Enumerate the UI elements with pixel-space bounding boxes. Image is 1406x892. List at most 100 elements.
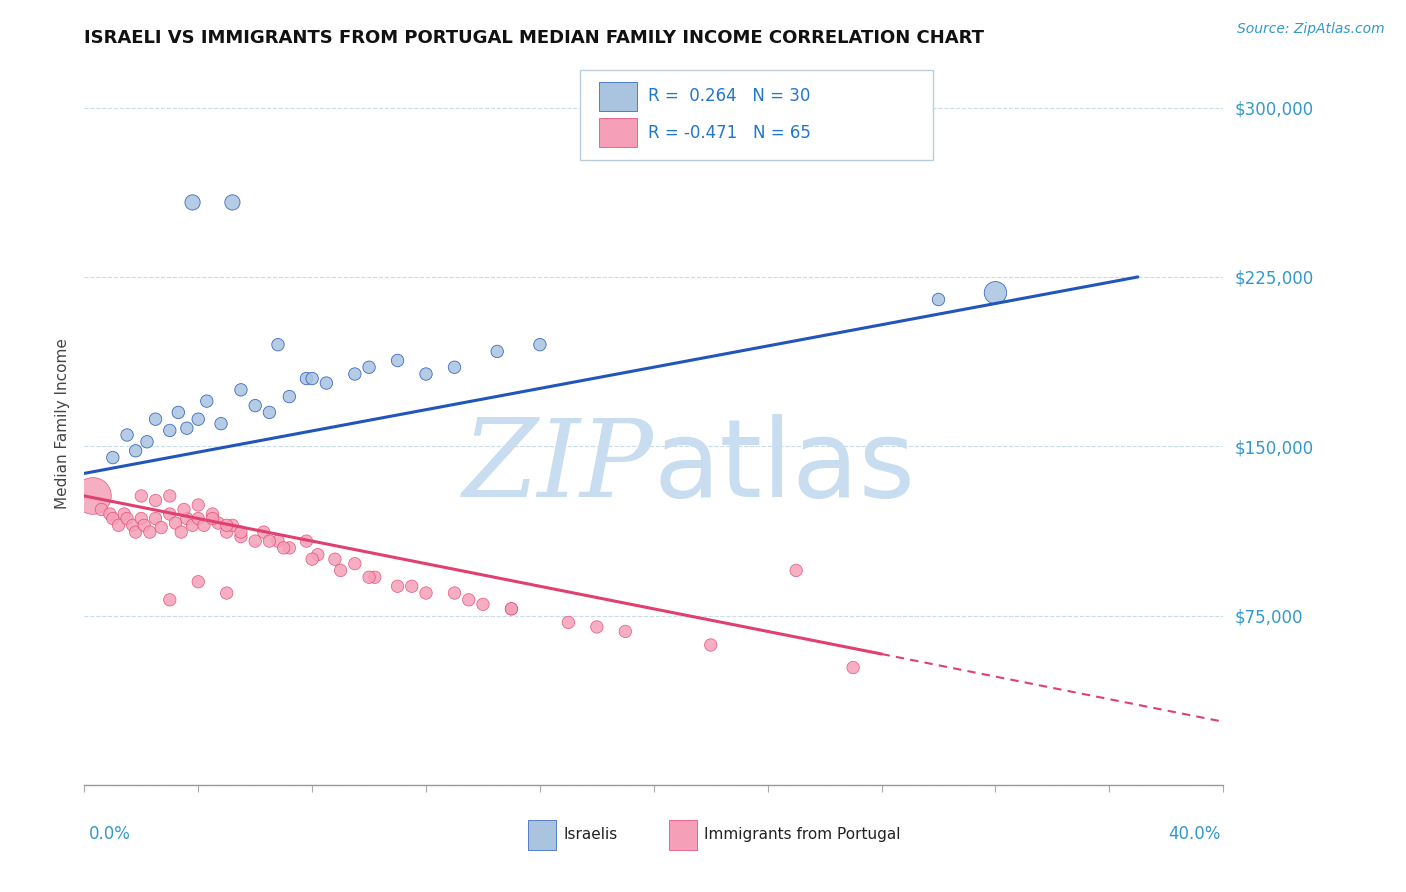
Point — [170, 524, 193, 539]
Point — [501, 602, 523, 616]
Point — [267, 337, 290, 351]
Point — [124, 443, 146, 458]
Point — [221, 195, 243, 210]
Point — [273, 541, 295, 555]
Point — [443, 360, 465, 375]
Point — [229, 383, 252, 397]
Point — [187, 412, 209, 426]
Point — [145, 412, 167, 426]
Point — [101, 511, 124, 525]
Point — [415, 586, 437, 600]
Text: 0.0%: 0.0% — [89, 825, 131, 843]
Text: R = -0.471   N = 65: R = -0.471 N = 65 — [648, 123, 811, 142]
Point — [278, 390, 301, 404]
Point — [134, 518, 156, 533]
Point — [401, 579, 423, 593]
Point — [82, 489, 104, 503]
Point — [139, 524, 162, 539]
Point — [700, 638, 723, 652]
Point — [221, 518, 243, 533]
Point — [785, 564, 807, 578]
Point — [187, 574, 209, 589]
Point — [207, 516, 229, 530]
Point — [124, 524, 146, 539]
Point — [842, 660, 865, 674]
Point — [501, 602, 523, 616]
Point — [181, 518, 204, 533]
Text: Israelis: Israelis — [564, 827, 617, 841]
Text: atlas: atlas — [654, 414, 915, 520]
Point — [586, 620, 609, 634]
Point — [215, 524, 238, 539]
Point — [229, 524, 252, 539]
Point — [443, 586, 465, 600]
Point — [145, 493, 167, 508]
Point — [187, 498, 209, 512]
Point — [98, 507, 121, 521]
Point — [193, 518, 215, 533]
FancyBboxPatch shape — [579, 70, 932, 160]
Point — [90, 502, 112, 516]
Point — [229, 530, 252, 544]
Point — [145, 511, 167, 525]
Point — [307, 548, 329, 562]
Point — [131, 511, 153, 525]
Point — [187, 511, 209, 525]
Point — [278, 541, 301, 555]
Point — [267, 534, 290, 549]
Point — [121, 518, 143, 533]
Point — [415, 367, 437, 381]
Point — [557, 615, 579, 630]
Point — [295, 534, 318, 549]
Point — [159, 592, 181, 607]
Text: 40.0%: 40.0% — [1168, 825, 1220, 843]
Point — [928, 293, 950, 307]
Point — [165, 516, 187, 530]
Point — [387, 353, 409, 368]
Point — [301, 552, 323, 566]
Y-axis label: Median Family Income: Median Family Income — [55, 338, 70, 509]
Point — [259, 405, 281, 419]
Point — [159, 507, 181, 521]
Point — [343, 367, 366, 381]
Point — [486, 344, 509, 359]
Point — [131, 489, 153, 503]
Point — [472, 598, 495, 612]
Point — [195, 394, 218, 409]
Point — [150, 520, 173, 534]
Bar — [599, 82, 637, 111]
Point — [259, 534, 281, 549]
Point — [343, 557, 366, 571]
Point — [315, 376, 337, 390]
Point — [359, 360, 381, 375]
Point — [112, 507, 135, 521]
Point — [614, 624, 637, 639]
Point — [107, 518, 129, 533]
Point — [136, 434, 159, 449]
Point — [209, 417, 232, 431]
Point — [101, 450, 124, 465]
Point — [323, 552, 346, 566]
Text: Immigrants from Portugal: Immigrants from Portugal — [704, 827, 900, 841]
Point — [329, 564, 352, 578]
Point — [215, 518, 238, 533]
Point — [201, 511, 224, 525]
Text: ISRAELI VS IMMIGRANTS FROM PORTUGAL MEDIAN FAMILY INCOME CORRELATION CHART: ISRAELI VS IMMIGRANTS FROM PORTUGAL MEDI… — [84, 29, 984, 47]
Point — [201, 507, 224, 521]
Text: R =  0.264   N = 30: R = 0.264 N = 30 — [648, 87, 810, 105]
Text: ZIP: ZIP — [463, 415, 654, 520]
Point — [173, 502, 195, 516]
Point — [159, 424, 181, 438]
Point — [159, 489, 181, 503]
Point — [253, 524, 276, 539]
Point — [245, 534, 267, 549]
Text: Source: ZipAtlas.com: Source: ZipAtlas.com — [1237, 22, 1385, 37]
Point — [115, 428, 138, 442]
Point — [984, 285, 1007, 300]
Point — [295, 371, 318, 385]
Point — [245, 399, 267, 413]
Point — [529, 337, 551, 351]
Point — [364, 570, 387, 584]
Bar — [599, 118, 637, 147]
Point — [115, 511, 138, 525]
